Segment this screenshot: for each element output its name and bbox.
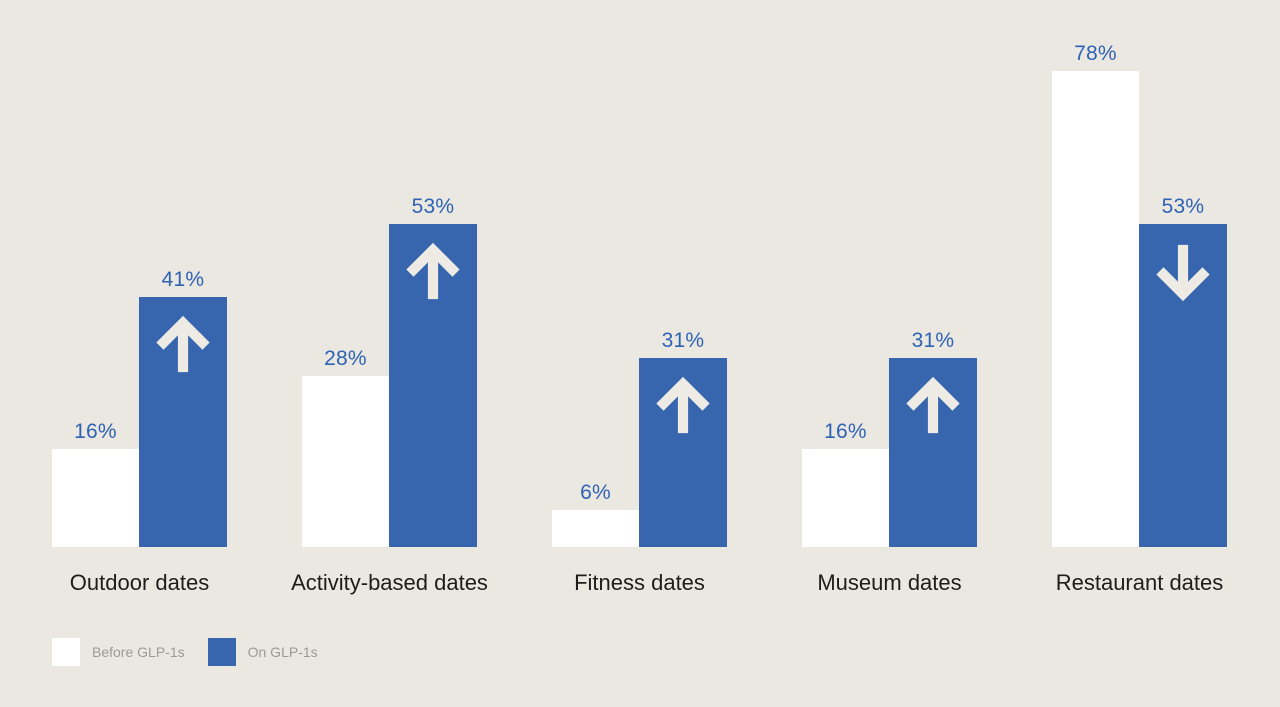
- legend-label-on-glp1s: On GLP-1s: [247, 644, 318, 660]
- trend-down-arrow-icon: [1156, 244, 1210, 302]
- bar-before-glp1s: [1052, 71, 1139, 547]
- value-label-before-glp1s: 16%: [824, 420, 867, 443]
- value-label-before-glp1s: 16%: [74, 420, 117, 443]
- bar-before-glp1s: [302, 376, 389, 547]
- bar-group-outdoor-dates: 16% 41% Outdoor dates: [52, 0, 227, 707]
- bar-group-restaurant-dates: 78% 53% Restaurant dates: [1052, 0, 1227, 707]
- bar-before-glp1s: [552, 510, 639, 547]
- trend-up-arrow-icon: [406, 242, 460, 300]
- legend: Before GLP-1s On GLP-1s: [52, 638, 318, 666]
- trend-up-arrow-icon: [906, 376, 960, 434]
- legend-item-before-glp1s: Before GLP-1s: [52, 638, 185, 666]
- value-label-on-glp1s: 31%: [911, 329, 955, 352]
- category-label: Restaurant dates: [1055, 570, 1224, 595]
- bar-before-glp1s: [52, 449, 139, 547]
- category-label: Outdoor dates: [69, 570, 210, 595]
- value-label-on-glp1s: 53%: [1161, 195, 1205, 218]
- value-label-on-glp1s: 53%: [411, 195, 455, 218]
- legend-swatch-before-glp1s: [52, 638, 80, 666]
- trend-up-arrow-icon: [656, 376, 710, 434]
- value-label-before-glp1s: 28%: [324, 347, 367, 370]
- bar-on-glp1s: [1139, 224, 1227, 547]
- legend-label-before-glp1s: Before GLP-1s: [92, 644, 185, 660]
- category-label: Activity-based dates: [291, 570, 488, 595]
- bar-group-activity-based-dates: 28% 53% Activity-based dates: [291, 0, 488, 707]
- bar-group-museum-dates: 16% 31% Museum dates: [802, 0, 977, 707]
- legend-item-on-glp1s: On GLP-1s: [207, 638, 318, 666]
- value-label-before-glp1s: 6%: [580, 481, 611, 504]
- bar-on-glp1s: [889, 358, 977, 547]
- category-label: Museum dates: [817, 570, 962, 595]
- value-label-on-glp1s: 31%: [661, 329, 705, 352]
- value-label-before-glp1s: 78%: [1074, 42, 1117, 65]
- bar-before-glp1s: [802, 449, 889, 547]
- category-label: Fitness dates: [574, 570, 705, 595]
- bar-group-fitness-dates: 6% 31% Fitness dates: [552, 0, 727, 707]
- bar-on-glp1s: [639, 358, 727, 547]
- bar-on-glp1s: [389, 224, 477, 547]
- legend-swatch-on-glp1s: [207, 638, 236, 666]
- bar-on-glp1s: [139, 297, 227, 547]
- trend-up-arrow-icon: [156, 315, 210, 373]
- value-label-on-glp1s: 41%: [161, 268, 205, 291]
